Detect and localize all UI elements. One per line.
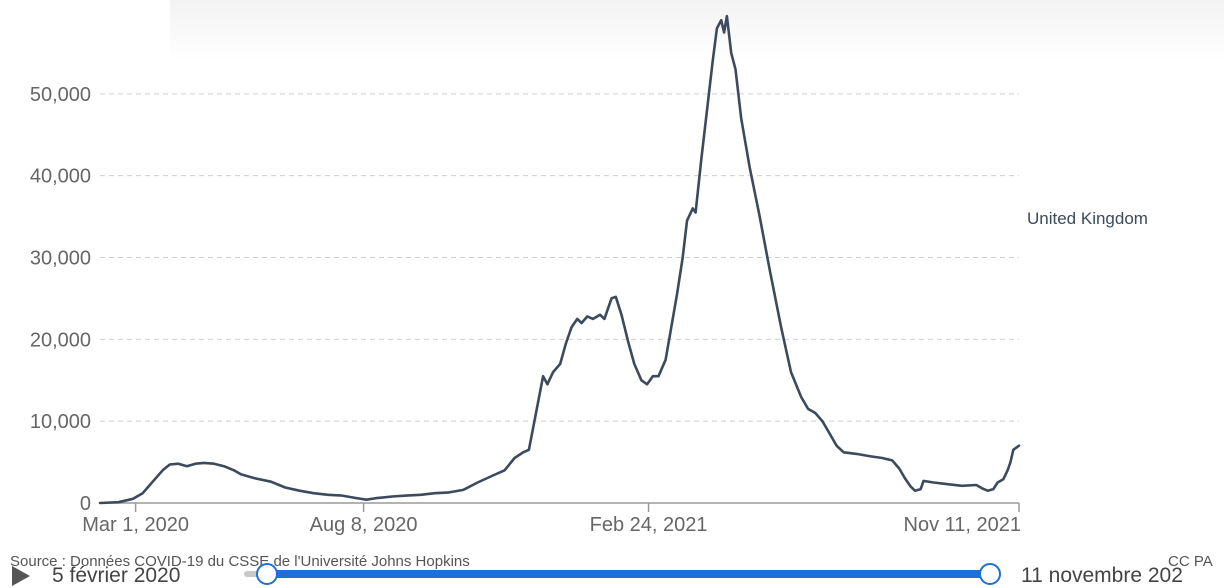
x-tick-label: Mar 1, 2020 [82, 514, 189, 536]
timeline-end-label: 11 novembre 202 [1021, 564, 1183, 587]
x-tick-label: Nov 11, 2021 [904, 514, 1022, 536]
series-label: United Kingdom [1027, 209, 1148, 228]
source-note: Source : Données COVID-19 du CSSE de l'U… [10, 553, 470, 570]
x-axis-ticks: Mar 1, 2020 Aug 8, 2020 Feb 24, 2021 Nov 11… [82, 503, 1021, 536]
chart-header-shadow [170, 0, 1224, 60]
series-line-united-kingdom [98, 14, 1021, 505]
timeline-track-selected[interactable] [266, 570, 990, 578]
y-tick-label: 20,000 [30, 329, 91, 351]
line-chart: 0 10,000 20,000 30,000 40,000 50,000 Mar 1, 2… [30, 14, 1148, 536]
x-tick-label: Aug 8, 2020 [310, 514, 418, 536]
license-note: CC PA [1168, 553, 1213, 570]
y-tick-label: 30,000 [30, 248, 91, 270]
x-tick-label: Feb 24, 2021 [590, 514, 708, 536]
timeline-start-label: 5 février 2020 [52, 564, 181, 587]
timeline-start-handle[interactable] [256, 563, 278, 585]
y-tick-label: 10,000 [30, 411, 91, 433]
y-tick-label: 0 [80, 493, 91, 515]
timeline-track-before [244, 571, 266, 577]
play-icon[interactable] [12, 566, 30, 586]
y-tick-label: 40,000 [30, 166, 91, 188]
timeline-end-handle[interactable] [979, 563, 1001, 585]
y-tick-label: 50,000 [30, 84, 91, 106]
timeline-slider: 5 février 2020 11 novembre 202 [0, 562, 1224, 588]
series-group: United Kingdom [98, 14, 1148, 505]
gridlines [100, 93, 1019, 422]
y-axis-ticks: 0 10,000 20,000 30,000 40,000 50,000 [30, 84, 91, 515]
